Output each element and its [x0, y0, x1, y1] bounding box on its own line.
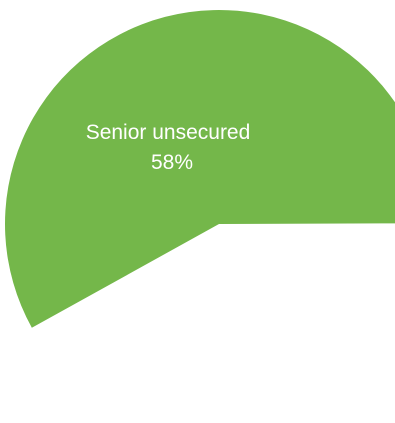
- pie-slice-0: [5, 10, 395, 328]
- slices-layer: [5, 10, 395, 328]
- slice-label-name: Senior unsecured: [86, 121, 251, 144]
- slice-label-value: 58%: [151, 151, 193, 174]
